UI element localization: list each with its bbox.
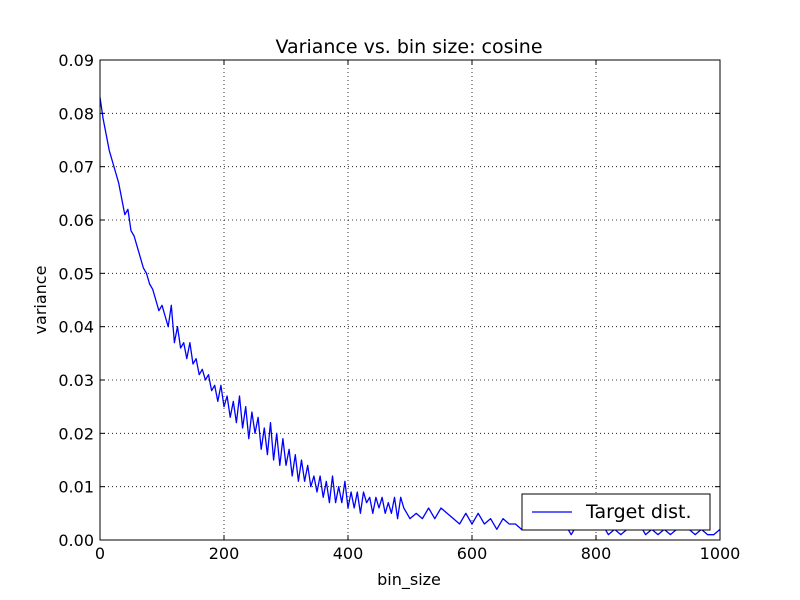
grid (100, 60, 720, 540)
x-tick-label: 800 (581, 544, 612, 563)
plot-area-frame (99, 59, 721, 541)
axis-ticks: 0 200 400 600 800 1000 0.00 0.01 0.02 0.03 0.04 0.0… (58, 51, 740, 563)
y-tick-label: 0.01 (58, 478, 94, 497)
y-tick-label: 0.05 (58, 264, 94, 283)
y-tick-label: 0.04 (58, 318, 94, 337)
x-tick-label: 400 (333, 544, 364, 563)
x-tick-label: 1000 (700, 544, 741, 563)
legend: Target dist. (521, 493, 711, 531)
y-tick-label: 0.03 (58, 371, 94, 390)
x-tick-label: 200 (209, 544, 240, 563)
x-tick-label: 600 (457, 544, 488, 563)
y-tick-label: 0.02 (58, 424, 94, 443)
y-tick-label: 0.09 (58, 51, 94, 70)
y-tick-label: 0.00 (58, 531, 94, 550)
y-axis-title: variance (31, 266, 50, 335)
x-tick-label: 0 (95, 544, 105, 563)
y-tick-label: 0.08 (58, 104, 94, 123)
legend-label: Target dist. (585, 501, 692, 523)
y-tick-label: 0.06 (58, 211, 94, 230)
chart-title: Variance vs. bin size: cosine (275, 36, 542, 58)
x-axis-title: bin_size (377, 570, 441, 590)
y-tick-label: 0.07 (58, 158, 94, 177)
